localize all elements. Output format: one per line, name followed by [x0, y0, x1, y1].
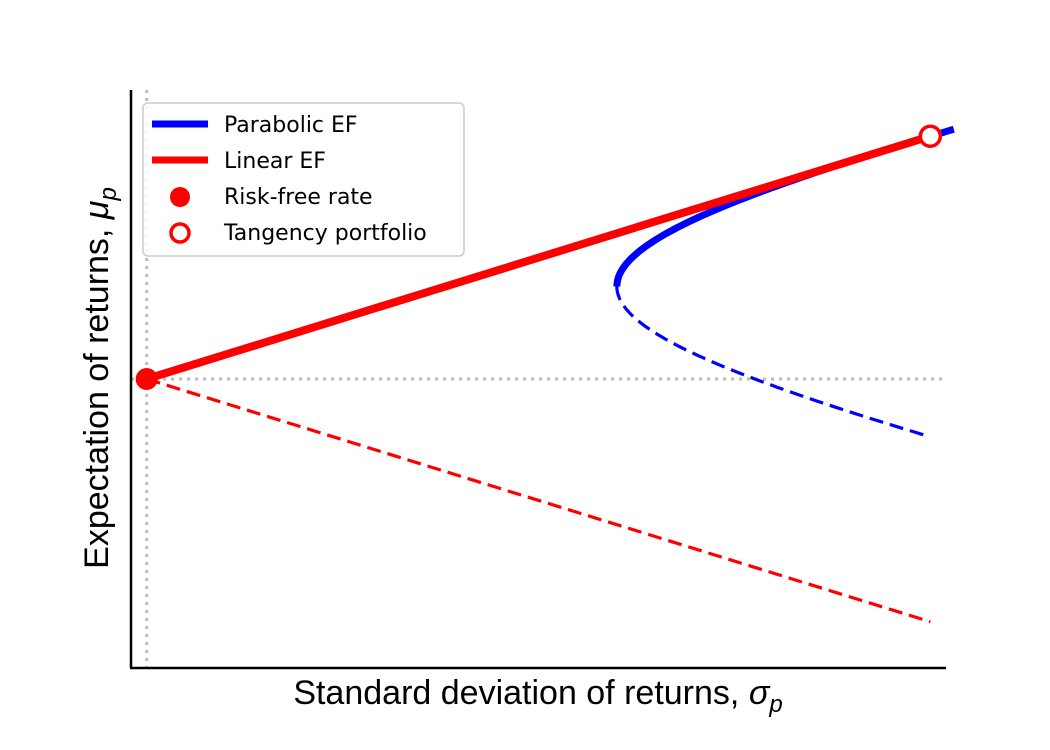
legend-label: Linear EF: [224, 149, 326, 174]
legend-swatch-dot: [170, 187, 190, 207]
y-axis-label: Expectation of returns, μp: [78, 187, 122, 569]
tangency-portfolio-marker: [918, 124, 943, 148]
risk-free-rate-marker: [135, 368, 158, 390]
lower-linear-dashed: [146, 377, 931, 624]
axes: [129, 90, 946, 670]
linear-ef-line: [145, 132, 932, 383]
legend-item-parabolic-ef: Parabolic EF: [152, 113, 358, 138]
inefficient-frontier-dashed: [615, 286, 927, 438]
legend-label: Parabolic EF: [224, 113, 358, 138]
legend: Parabolic EF Linear EF Risk-free rate Ta…: [142, 102, 465, 257]
legend-item-linear-ef: Linear EF: [152, 149, 326, 174]
legend-item-risk-free-rate: Risk-free rate: [170, 185, 373, 210]
legend-item-tangency-portfolio: Tangency portfolio: [169, 221, 427, 246]
legend-frame: [142, 102, 465, 257]
legend-swatch-ring: [169, 222, 191, 244]
legend-label: Tangency portfolio: [223, 221, 427, 246]
parabolic-ef-line: [613, 125, 955, 287]
x-axis-label: Standard deviation of returns, σp: [293, 674, 782, 718]
plot-area: [131, 90, 955, 668]
legend-label: Risk-free rate: [224, 185, 373, 210]
